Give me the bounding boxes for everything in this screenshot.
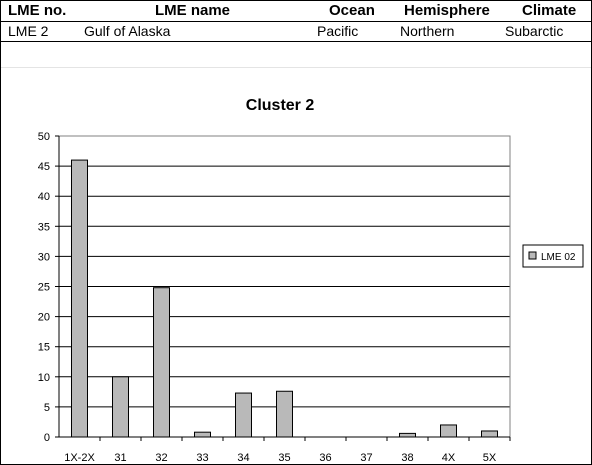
- x-tick-label: 38: [401, 452, 413, 464]
- x-tick-label: 32: [155, 452, 167, 464]
- x-tick-label: 34: [237, 452, 249, 464]
- y-tick-label: 40: [38, 191, 50, 203]
- bar-35: [276, 390, 293, 438]
- bar-34: [235, 392, 252, 438]
- cell-lme-no: LME 2: [8, 23, 49, 39]
- bar-4X: [440, 424, 457, 438]
- bar-1X-2X: [71, 159, 88, 438]
- y-tick-label: 15: [38, 342, 50, 354]
- cell-climate: Subarctic: [505, 23, 564, 39]
- y-tick-labels: 0 5 10 15 20 25 30 35 40 45 50: [38, 131, 59, 444]
- cell-hemisphere: Northern: [400, 23, 455, 39]
- y-tick-label: 45: [38, 161, 50, 173]
- x-tick-label: 35: [278, 452, 290, 464]
- header-lme-no: LME no.: [8, 2, 67, 19]
- bar-5X: [481, 430, 498, 438]
- y-tick-label: 50: [38, 131, 50, 143]
- header-ocean: Ocean: [329, 2, 375, 19]
- gridlines: [59, 135, 510, 408]
- cell-lme-name: Gulf of Alaska: [84, 23, 171, 39]
- legend-box: [522, 244, 584, 268]
- x-tick-labels: 1X-2X 31 32 33 34 35 36 37 38 4X 5X: [64, 437, 511, 464]
- x-tick-label: 4X: [442, 452, 456, 464]
- x-tick-label: 31: [114, 452, 126, 464]
- bar-33: [194, 431, 211, 438]
- bar-31: [112, 376, 129, 438]
- bar-32: [153, 287, 170, 438]
- cell-ocean: Pacific: [317, 23, 359, 39]
- x-tick-label: 36: [319, 452, 331, 464]
- table-header: LME no. LME name Ocean Hemisphere Climat…: [1, 1, 591, 22]
- header-hemisphere: Hemisphere: [404, 2, 490, 19]
- legend: LME 02: [522, 244, 584, 268]
- y-tick-label: 10: [38, 372, 50, 384]
- y-tick-label: 5: [44, 402, 50, 414]
- x-tick-label: 1X-2X: [64, 452, 95, 464]
- header-lme-name: LME name: [155, 2, 231, 19]
- x-tick-label: 33: [196, 452, 208, 464]
- chart-title: Cluster 2: [246, 97, 315, 114]
- y-tick-label: 35: [38, 221, 50, 233]
- header-climate: Climate: [522, 2, 577, 19]
- y-tick-label: 0: [44, 432, 50, 444]
- y-tick-label: 25: [38, 282, 50, 294]
- legend-label: LME 02: [541, 252, 576, 263]
- x-tick-label: 37: [360, 452, 372, 464]
- bars: [71, 159, 498, 438]
- bar-38: [399, 432, 416, 438]
- table-row: LME 2 Gulf of Alaska Pacific Northern Su…: [1, 22, 591, 42]
- y-tick-label: 20: [38, 312, 50, 324]
- section-divider: [1, 67, 591, 68]
- legend-swatch: [528, 251, 537, 260]
- y-tick-label: 30: [38, 251, 50, 263]
- x-tick-label: 5X: [483, 452, 497, 464]
